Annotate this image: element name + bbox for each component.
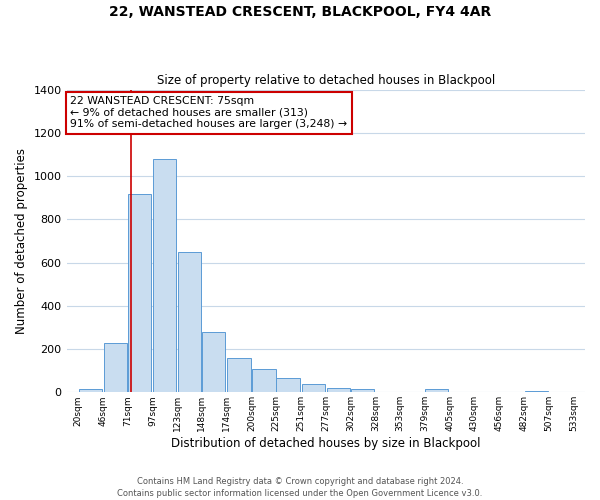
Bar [302, 384, 325, 392]
Bar [524, 390, 548, 392]
Title: Size of property relative to detached houses in Blackpool: Size of property relative to detached ho… [157, 74, 495, 87]
Text: 22, WANSTEAD CRESCENT, BLACKPOOL, FY4 4AR: 22, WANSTEAD CRESCENT, BLACKPOOL, FY4 4A… [109, 5, 491, 19]
Bar [153, 159, 176, 392]
Bar [351, 389, 374, 392]
Bar [178, 252, 202, 392]
Text: Contains HM Land Registry data © Crown copyright and database right 2024.
Contai: Contains HM Land Registry data © Crown c… [118, 476, 482, 498]
Bar [202, 332, 226, 392]
Bar [277, 378, 300, 392]
Bar [79, 389, 102, 392]
Text: 22 WANSTEAD CRESCENT: 75sqm
← 9% of detached houses are smaller (313)
91% of sem: 22 WANSTEAD CRESCENT: 75sqm ← 9% of deta… [70, 96, 347, 129]
Bar [425, 389, 448, 392]
Bar [104, 343, 127, 392]
Bar [252, 369, 275, 392]
Bar [128, 194, 151, 392]
Bar [227, 358, 251, 392]
Y-axis label: Number of detached properties: Number of detached properties [15, 148, 28, 334]
X-axis label: Distribution of detached houses by size in Blackpool: Distribution of detached houses by size … [171, 437, 481, 450]
Bar [326, 388, 350, 392]
